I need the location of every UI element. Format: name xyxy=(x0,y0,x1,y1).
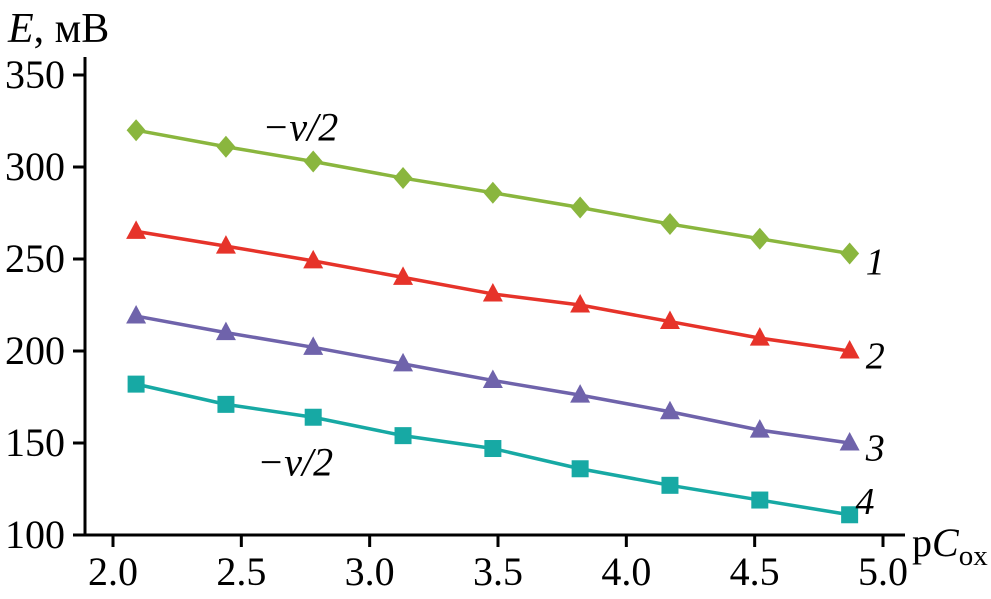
diamond-marker xyxy=(216,135,236,158)
x-axis-title: pCox xyxy=(912,520,988,572)
y-tick-label: 350 xyxy=(5,52,65,97)
x-tick-label: 4.0 xyxy=(601,549,651,594)
y-tick-label: 100 xyxy=(5,512,65,557)
square-marker xyxy=(484,440,502,458)
diamond-marker xyxy=(126,119,146,142)
diamond-marker xyxy=(483,181,503,204)
y-tick-label: 250 xyxy=(5,236,65,281)
series-label-4: 4 xyxy=(856,481,875,523)
x-tick-label: 2.5 xyxy=(216,549,266,594)
x-tick-label: 3.0 xyxy=(345,549,395,594)
diamond-marker xyxy=(393,167,413,190)
triangle-marker xyxy=(215,321,236,341)
diamond-marker xyxy=(570,196,590,219)
slope-annotation: −v/2 xyxy=(257,439,333,484)
x-tick-label: 5.0 xyxy=(858,549,908,594)
diamond-marker xyxy=(660,213,680,236)
triangle-marker xyxy=(393,352,414,372)
triangle-marker xyxy=(126,305,147,324)
square-marker xyxy=(661,476,679,494)
triangle-marker xyxy=(749,327,770,346)
triangle-marker xyxy=(570,384,591,403)
x-tick-label: 4.5 xyxy=(730,549,780,594)
slope-annotation: −v/2 xyxy=(262,105,338,150)
series-label-1: 1 xyxy=(866,242,885,284)
x-tick-label: 2.0 xyxy=(88,549,138,594)
square-marker xyxy=(217,395,235,413)
triangle-marker xyxy=(215,235,236,254)
triangle-marker xyxy=(749,419,770,438)
y-tick-label: 150 xyxy=(5,420,65,465)
y-axis-title: E, мВ xyxy=(7,6,109,52)
triangle-marker xyxy=(659,400,680,420)
triangle-marker xyxy=(393,266,414,285)
triangle-marker xyxy=(126,220,147,239)
y-tick-label: 300 xyxy=(5,144,65,189)
triangle-marker xyxy=(839,432,860,451)
x-tick-label: 3.5 xyxy=(473,549,523,594)
square-marker xyxy=(751,491,769,509)
square-marker xyxy=(394,427,412,445)
triangle-marker xyxy=(482,369,503,388)
triangle-marker xyxy=(570,294,591,313)
diamond-marker xyxy=(303,150,323,173)
square-marker xyxy=(841,506,859,524)
triangle-marker xyxy=(303,249,324,269)
y-tick-label: 200 xyxy=(5,328,65,373)
square-marker xyxy=(571,460,589,478)
square-marker xyxy=(304,408,322,426)
diamond-marker xyxy=(750,227,770,250)
triangle-marker xyxy=(303,336,324,355)
triangle-marker xyxy=(839,340,860,359)
triangle-marker xyxy=(659,310,680,330)
square-marker xyxy=(127,375,145,393)
triangle-marker xyxy=(482,282,503,302)
diamond-marker xyxy=(840,242,860,265)
series-label-2: 2 xyxy=(866,336,885,378)
series-label-3: 3 xyxy=(865,428,885,470)
